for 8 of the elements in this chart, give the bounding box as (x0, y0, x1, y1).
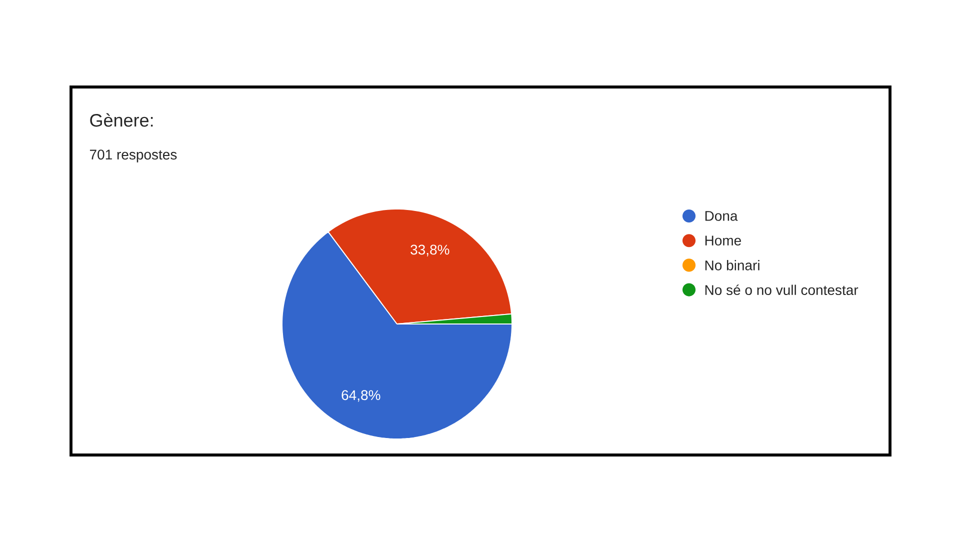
data-label: 64,8% (342, 390, 380, 402)
legend-label: No binari (705, 260, 760, 270)
legend-label: Home (705, 236, 741, 246)
text: Gènere: (90, 113, 153, 127)
data-label: 33,8% (410, 244, 450, 256)
text: 701 respostes (90, 150, 177, 162)
legend-label: Dona (705, 211, 738, 221)
legend-label: No sé o no vull contestar (705, 284, 858, 296)
